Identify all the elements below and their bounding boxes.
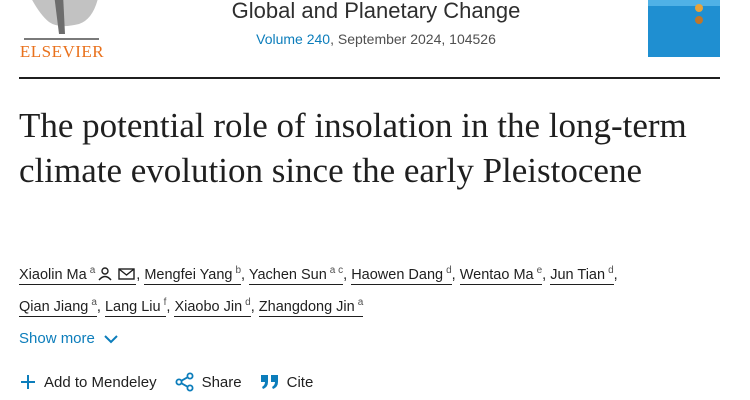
author-link[interactable]: Yachen Sun a c bbox=[248, 265, 344, 285]
author-name: Yachen Sun bbox=[248, 267, 327, 283]
author-affiliation: a bbox=[91, 297, 97, 308]
author-name: Mengfei Yang bbox=[144, 267, 233, 283]
author-link[interactable]: Zhangdong Jin a bbox=[258, 297, 364, 317]
author-link[interactable]: Xiaolin Ma a bbox=[19, 265, 137, 285]
show-more[interactable]: Show more bbox=[19, 330, 119, 347]
article-title: The potential role of insolation in the … bbox=[19, 106, 687, 190]
author-name: Xiaolin Ma bbox=[19, 267, 87, 283]
journal-title[interactable]: Global and Planetary Change bbox=[231, 0, 521, 23]
author-name: Jun Tian bbox=[550, 267, 606, 283]
separator: , bbox=[241, 267, 246, 283]
author-affiliation: e bbox=[536, 265, 543, 276]
author-list: Xiaolin Ma a, Mengfei Yang b, Yachen Sun a … bbox=[19, 258, 699, 320]
issue-details: , September 2024, 104526 bbox=[330, 31, 496, 47]
author-affiliation: a c bbox=[329, 265, 344, 276]
quote-icon bbox=[260, 375, 278, 389]
journal-cover[interactable] bbox=[648, 0, 720, 57]
publisher-logo[interactable] bbox=[19, 0, 105, 44]
author-icons bbox=[98, 264, 136, 290]
author-affiliation: d bbox=[446, 265, 452, 276]
separator: , bbox=[451, 267, 456, 283]
author-link[interactable]: Haowen Dang d bbox=[351, 265, 452, 285]
show-more-label: Show more bbox=[19, 330, 95, 347]
author-affiliation: b bbox=[235, 265, 242, 276]
author-link[interactable]: Wentao Ma e bbox=[459, 265, 543, 285]
author-link[interactable]: Jun Tian d bbox=[550, 265, 614, 285]
author-link[interactable]: Xiaobo Jin d bbox=[174, 297, 251, 317]
action-label: Share bbox=[201, 373, 242, 391]
separator: , bbox=[166, 299, 171, 315]
author-name: Wentao Ma bbox=[459, 267, 534, 283]
action-bar: Add to Mendeley Share Cite bbox=[19, 372, 313, 392]
mendeley-button[interactable]: Add to Mendeley bbox=[19, 372, 157, 392]
author-name: Zhangdong Jin bbox=[258, 299, 355, 315]
separator: , bbox=[542, 267, 547, 283]
author-name: Lang Liu bbox=[104, 299, 161, 315]
author-affiliation: d bbox=[245, 297, 251, 308]
cite-button[interactable]: Cite bbox=[260, 372, 314, 392]
author-affiliation: a bbox=[357, 297, 364, 308]
divider bbox=[19, 77, 720, 79]
contact-icons bbox=[98, 267, 135, 281]
separator: , bbox=[250, 299, 255, 315]
action-label: Cite bbox=[286, 373, 314, 391]
author-name: Haowen Dang bbox=[351, 267, 444, 283]
chevron-icon bbox=[104, 334, 118, 343]
author-affiliation: d bbox=[608, 265, 614, 276]
share-icon bbox=[175, 372, 194, 392]
separator: , bbox=[136, 267, 141, 283]
author-affiliation: a bbox=[89, 265, 96, 276]
share-button[interactable]: Share bbox=[175, 372, 242, 392]
plus-icon bbox=[21, 375, 35, 389]
separator: , bbox=[343, 267, 348, 283]
action-label: Add to Mendeley bbox=[44, 373, 157, 391]
author-link[interactable]: Mengfei Yang b bbox=[144, 265, 242, 285]
author-name: Qian Jiang bbox=[19, 299, 89, 315]
author-affiliation: f bbox=[163, 297, 167, 308]
issue-info: Volume 240, September 2024, 104526 bbox=[150, 31, 602, 47]
author-link[interactable]: Qian Jiang a bbox=[19, 297, 97, 317]
separator: , bbox=[613, 267, 618, 283]
publisher-name[interactable]: ELSEVIER bbox=[19, 42, 105, 61]
volume-link[interactable]: Volume 240 bbox=[256, 31, 331, 47]
separator: , bbox=[96, 299, 101, 315]
author-link[interactable]: Lang Liu f bbox=[104, 297, 167, 317]
author-name: Xiaobo Jin bbox=[174, 299, 243, 315]
